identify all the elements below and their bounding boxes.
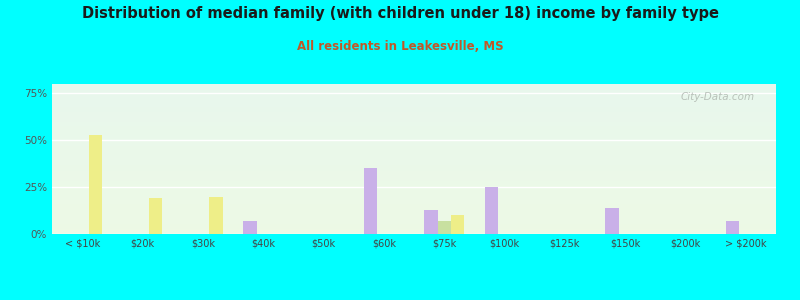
Bar xyxy=(451,215,464,234)
Bar xyxy=(210,196,222,234)
Bar xyxy=(485,187,498,234)
Bar xyxy=(89,135,102,234)
Bar xyxy=(149,198,162,234)
Bar xyxy=(424,210,438,234)
Bar xyxy=(243,221,257,234)
Bar xyxy=(726,221,739,234)
Bar xyxy=(364,168,377,234)
Bar xyxy=(438,221,451,234)
Text: Distribution of median family (with children under 18) income by family type: Distribution of median family (with chil… xyxy=(82,6,718,21)
Text: All residents in Leakesville, MS: All residents in Leakesville, MS xyxy=(297,40,503,53)
Bar xyxy=(606,208,618,234)
Text: City-Data.com: City-Data.com xyxy=(680,92,754,101)
